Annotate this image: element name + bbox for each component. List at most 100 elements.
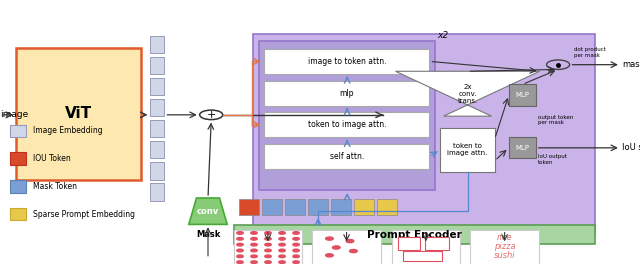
Text: x2: x2 [437,31,448,40]
Circle shape [326,254,333,257]
Text: image: image [0,110,28,119]
Bar [264,144,429,169]
Text: mlp: mlp [340,88,354,98]
Text: token to
image attn.: token to image attn. [447,143,488,156]
Bar [509,84,536,106]
Text: token to image attn.: token to image attn. [308,120,386,129]
Text: Sparse Prompt Embedding: Sparse Prompt Embedding [33,210,135,219]
Bar [150,120,164,137]
Circle shape [251,261,257,263]
Circle shape [265,243,271,246]
Bar [239,199,259,215]
Text: IoU output
token: IoU output token [538,154,566,165]
Text: Mask Token: Mask Token [33,182,77,191]
Circle shape [279,261,285,263]
Bar [10,125,26,137]
Text: image to token attn.: image to token attn. [308,57,386,66]
Bar [308,199,328,215]
Bar [425,237,449,250]
Bar [234,230,302,264]
Circle shape [237,255,243,258]
Bar [398,237,420,250]
Text: conv: conv [197,207,219,216]
Text: dot product
per mask: dot product per mask [574,47,606,58]
Text: output token
per mask: output token per mask [538,115,573,125]
Text: Prompt Encoder: Prompt Encoder [367,230,462,240]
Text: pizza: pizza [494,242,515,251]
Bar [253,34,595,234]
Circle shape [349,249,357,253]
Bar [150,162,164,180]
Circle shape [237,261,243,263]
Bar [259,41,435,190]
Circle shape [293,261,300,263]
Circle shape [251,255,257,258]
Bar [150,99,164,116]
Bar [264,49,429,74]
Text: ViT: ViT [65,106,92,121]
Circle shape [251,243,257,246]
Circle shape [326,237,333,240]
Bar [440,128,495,172]
Text: Mask: Mask [196,230,220,239]
Circle shape [265,261,271,263]
Text: 2x
conv.
trans.: 2x conv. trans. [458,84,477,104]
Circle shape [237,238,243,240]
Circle shape [265,255,271,258]
Circle shape [346,239,354,243]
Circle shape [332,246,340,249]
Circle shape [279,249,285,252]
Circle shape [279,243,285,246]
Circle shape [293,238,300,240]
Bar [264,112,429,137]
Text: MLP: MLP [515,92,529,98]
Text: MLP: MLP [515,145,529,151]
Circle shape [293,255,300,258]
Bar [10,152,26,165]
Bar [285,199,305,215]
Circle shape [293,232,300,234]
Circle shape [265,249,271,252]
Circle shape [293,243,300,246]
Text: self attn.: self attn. [330,152,364,161]
Bar [392,230,460,264]
Circle shape [293,249,300,252]
Bar [377,199,397,215]
Text: masks: masks [622,60,640,69]
Text: sushi: sushi [494,251,515,260]
Bar [234,225,595,244]
Circle shape [279,232,285,234]
Circle shape [251,238,257,240]
Circle shape [237,243,243,246]
Bar [264,81,429,106]
Polygon shape [189,198,227,224]
Circle shape [279,238,285,240]
Bar [312,230,381,264]
Circle shape [265,238,271,240]
Bar [150,57,164,74]
Circle shape [237,249,243,252]
Text: rice: rice [497,233,513,242]
Bar [150,78,164,95]
Text: IoU scores: IoU scores [622,143,640,152]
Bar [10,208,26,220]
Bar [403,251,442,261]
Circle shape [237,232,243,234]
Circle shape [251,232,257,234]
Bar [150,141,164,158]
Polygon shape [396,71,540,116]
Bar [150,183,164,201]
Bar [470,230,539,264]
Bar [262,199,282,215]
Circle shape [279,255,285,258]
Bar [509,137,536,158]
Bar [354,199,374,215]
Circle shape [251,249,257,252]
Text: Image Embedding: Image Embedding [33,126,103,135]
Circle shape [265,232,271,234]
Bar [10,180,26,193]
Bar [150,36,164,53]
Bar [331,199,351,215]
Text: +: + [207,110,216,120]
Text: IOU Token: IOU Token [33,154,71,163]
